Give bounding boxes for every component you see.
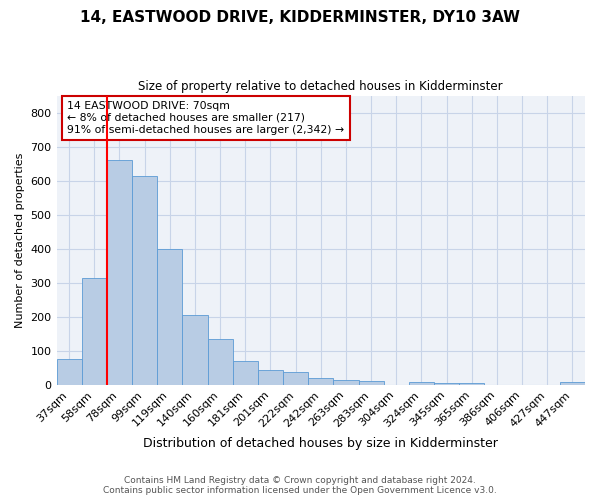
Bar: [434, 383, 459, 385]
Bar: [409, 382, 434, 385]
Y-axis label: Number of detached properties: Number of detached properties: [15, 152, 25, 328]
Bar: [560, 382, 585, 385]
Bar: [258, 370, 283, 385]
Bar: [56, 360, 82, 385]
Bar: [132, 176, 157, 385]
Text: 14 EASTWOOD DRIVE: 70sqm
← 8% of detached houses are smaller (217)
91% of semi-d: 14 EASTWOOD DRIVE: 70sqm ← 8% of detache…: [67, 102, 344, 134]
Bar: [107, 160, 132, 385]
Bar: [233, 361, 258, 385]
Text: Contains HM Land Registry data © Crown copyright and database right 2024.
Contai: Contains HM Land Registry data © Crown c…: [103, 476, 497, 495]
Bar: [334, 380, 359, 385]
Bar: [459, 383, 484, 385]
Text: 14, EASTWOOD DRIVE, KIDDERMINSTER, DY10 3AW: 14, EASTWOOD DRIVE, KIDDERMINSTER, DY10 …: [80, 10, 520, 25]
Bar: [82, 278, 107, 385]
X-axis label: Distribution of detached houses by size in Kidderminster: Distribution of detached houses by size …: [143, 437, 498, 450]
Bar: [283, 372, 308, 385]
Bar: [182, 315, 208, 385]
Title: Size of property relative to detached houses in Kidderminster: Size of property relative to detached ho…: [139, 80, 503, 93]
Bar: [208, 339, 233, 385]
Bar: [157, 248, 182, 385]
Bar: [308, 378, 334, 385]
Bar: [359, 380, 383, 385]
